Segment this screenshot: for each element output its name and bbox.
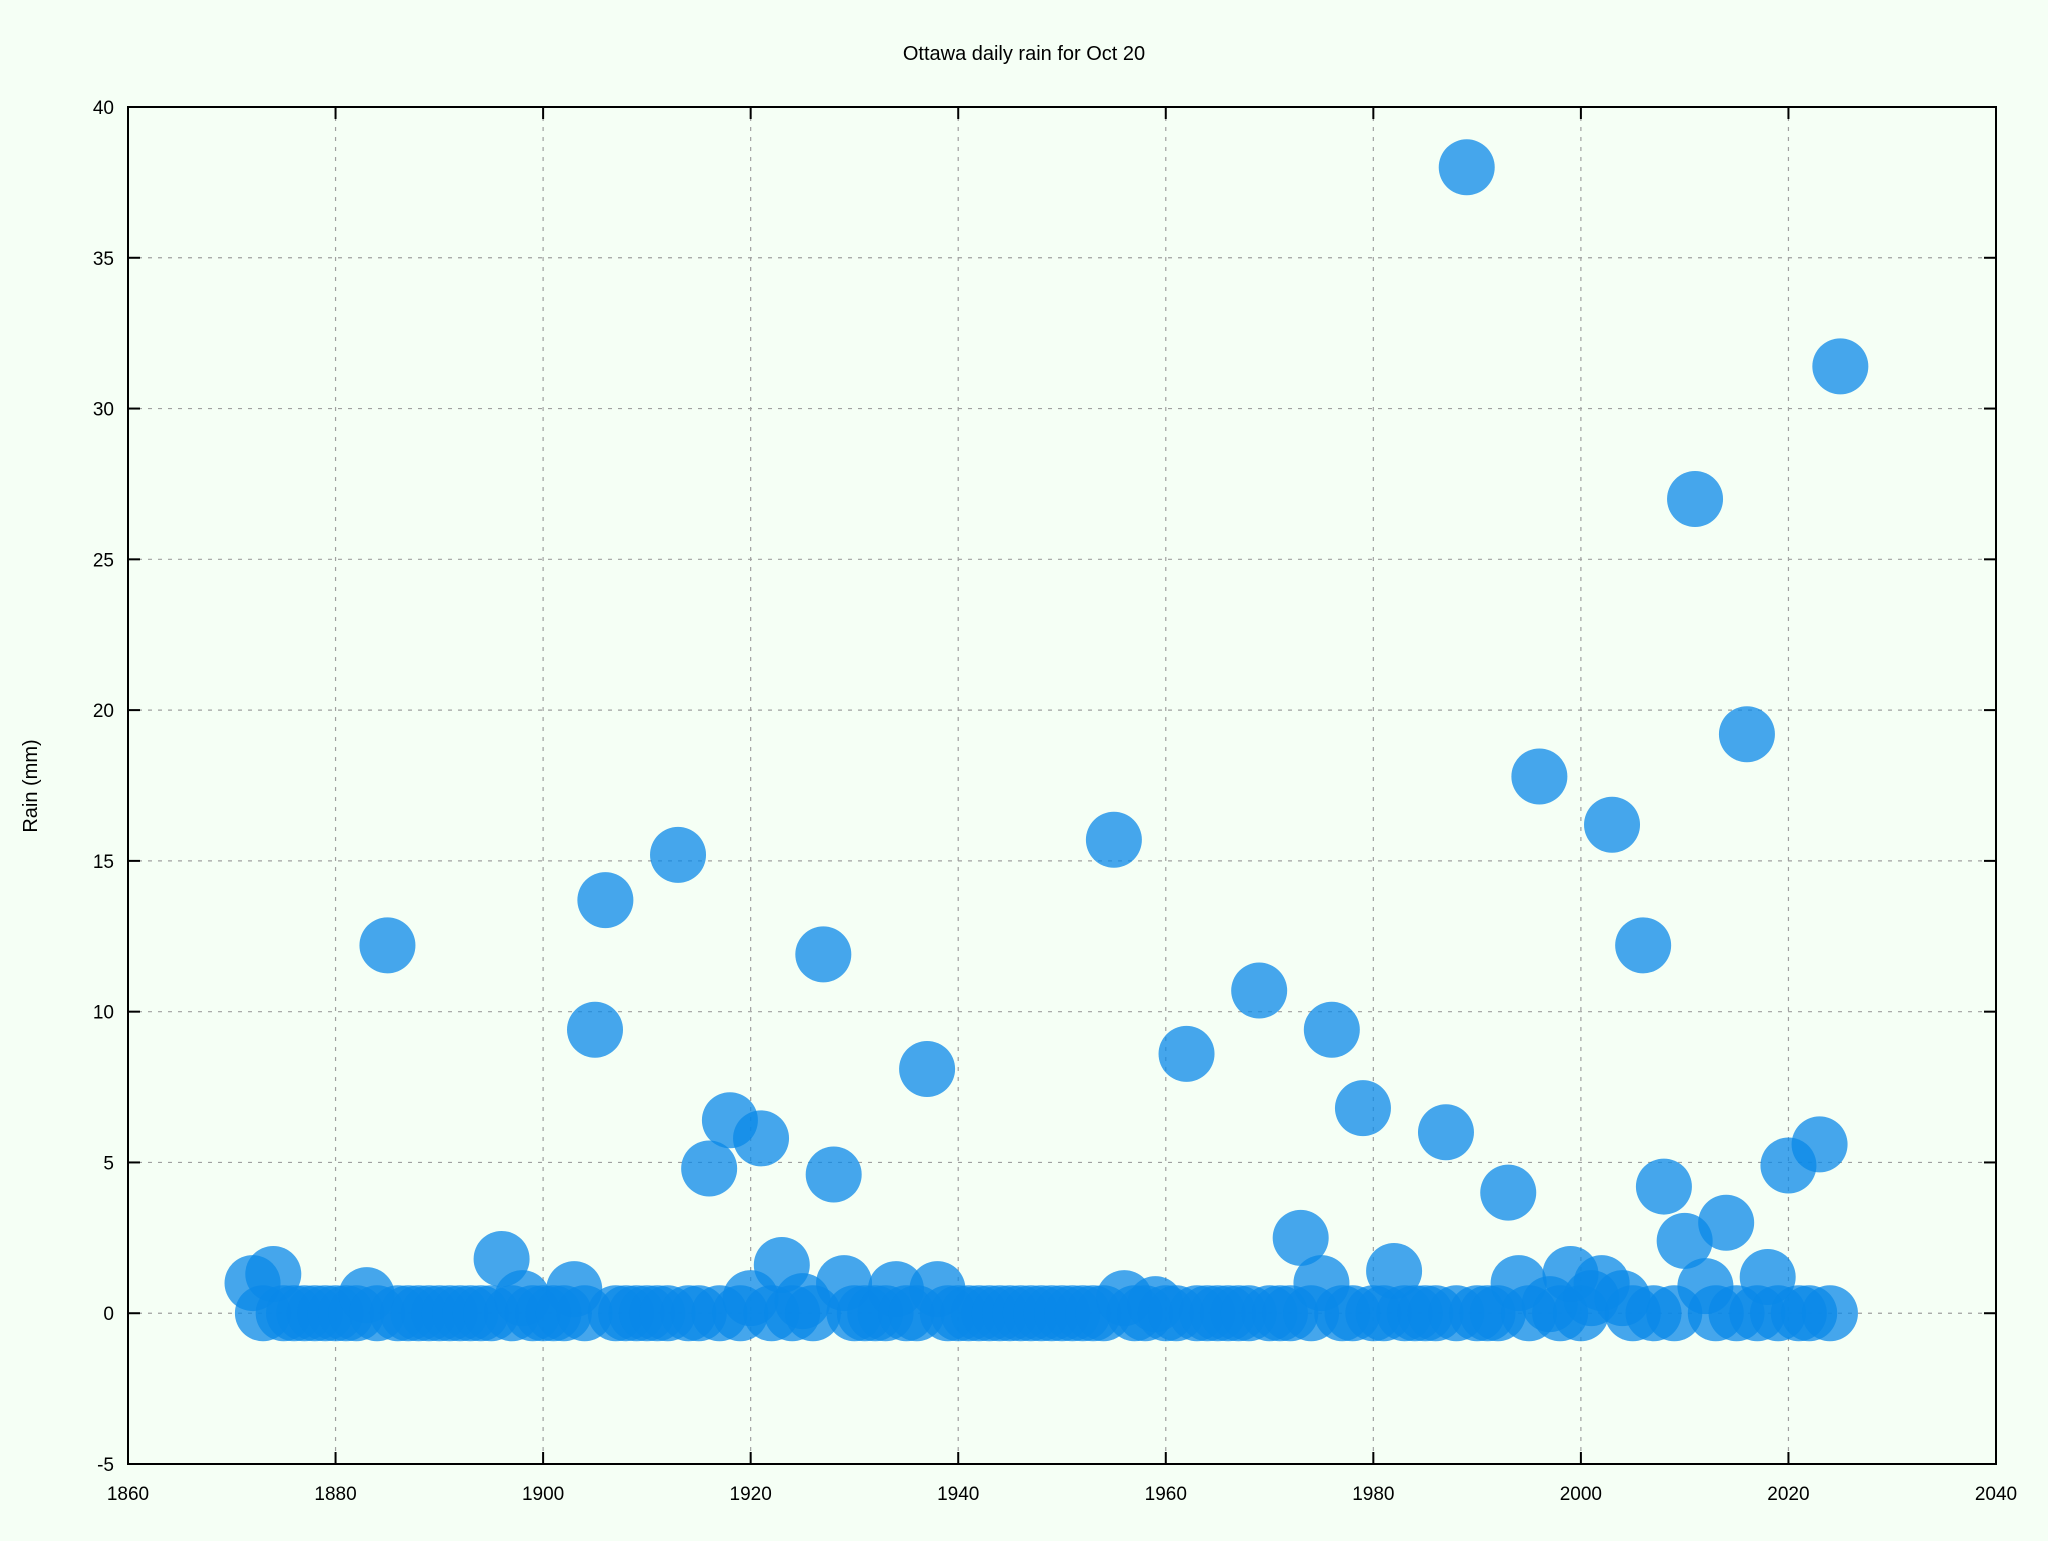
data-point xyxy=(1085,811,1142,868)
data-point xyxy=(577,872,634,929)
y-tick-label: 30 xyxy=(93,400,114,421)
data-point xyxy=(1791,1116,1848,1173)
x-axis-tick-labels: 1860 1880 1900 1920 1940 1960 1980 2000 2020 2040 xyxy=(107,1484,2017,1505)
data-point xyxy=(1667,471,1724,528)
x-tick-label: 1920 xyxy=(730,1484,772,1505)
data-point xyxy=(1812,338,1869,395)
data-point xyxy=(1158,1025,1215,1082)
data-point xyxy=(1801,1285,1858,1342)
data-point xyxy=(650,826,707,883)
y-tick-label: 5 xyxy=(103,1153,114,1174)
plot-frame xyxy=(127,106,1997,1465)
y-axis-tick-labels: -5 0 5 10 15 20 25 30 35 40 xyxy=(93,98,114,1476)
data-point xyxy=(1417,1104,1474,1161)
data-point xyxy=(1366,1243,1423,1300)
x-tick-label: 2020 xyxy=(1767,1484,1809,1505)
x-tick-label: 1960 xyxy=(1145,1484,1187,1505)
data-point xyxy=(1635,1158,1692,1215)
data-point xyxy=(1584,796,1641,853)
y-tick-label: 35 xyxy=(93,249,114,270)
data-point xyxy=(1480,1164,1537,1221)
y-tick-label: 25 xyxy=(93,550,114,571)
x-tick-label: 1940 xyxy=(937,1484,979,1505)
data-points xyxy=(224,139,1869,1342)
x-tick-label: 2000 xyxy=(1560,1484,1602,1505)
data-point xyxy=(795,926,852,983)
data-point xyxy=(1231,962,1288,1019)
x-tick-label: 1900 xyxy=(522,1484,564,1505)
data-point xyxy=(359,917,416,974)
y-tick-label: 20 xyxy=(93,701,114,722)
y-tick-label: -5 xyxy=(97,1455,114,1476)
y-tick-label: 10 xyxy=(93,1003,114,1024)
data-point xyxy=(1511,748,1568,805)
data-point xyxy=(1615,917,1672,974)
data-point xyxy=(681,1140,738,1197)
data-point xyxy=(1303,1001,1360,1058)
data-point xyxy=(1698,1194,1755,1251)
y-axis-label: Rain (mm) xyxy=(20,739,42,832)
data-point xyxy=(567,1001,623,1058)
y-tick-label: 40 xyxy=(93,98,114,119)
x-tick-label: 1860 xyxy=(107,1484,149,1505)
y-tick-label: 15 xyxy=(93,852,114,873)
data-point xyxy=(1718,706,1775,763)
x-tick-label: 2040 xyxy=(1975,1484,2017,1505)
chart-title: Ottawa daily rain for Oct 20 xyxy=(903,43,1145,65)
x-tick-label: 1880 xyxy=(314,1484,356,1505)
x-tick-label: 1980 xyxy=(1352,1484,1394,1505)
data-point xyxy=(1438,139,1495,196)
axis-ticks xyxy=(127,106,1997,1465)
data-point xyxy=(805,1146,862,1203)
data-point xyxy=(733,1110,790,1167)
data-point xyxy=(1272,1209,1329,1266)
data-point xyxy=(1334,1080,1391,1137)
data-point xyxy=(899,1040,956,1097)
y-tick-label: 0 xyxy=(103,1304,114,1325)
